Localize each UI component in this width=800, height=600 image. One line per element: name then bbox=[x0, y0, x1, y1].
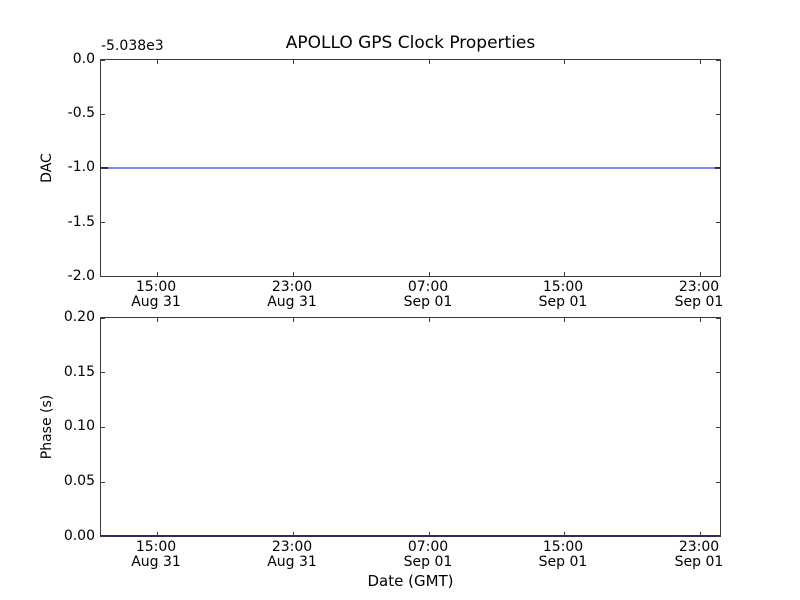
bottom-xtick-label: 23:00 Aug 31 bbox=[246, 540, 338, 570]
top-ytick-label: -1.5 bbox=[67, 214, 95, 230]
tick-mark bbox=[716, 60, 720, 61]
tick-mark bbox=[564, 318, 565, 322]
tick-mark bbox=[157, 318, 158, 322]
xtick-time: 23:00 bbox=[271, 279, 313, 295]
tick-mark bbox=[293, 60, 294, 64]
xtick-date: Sep 01 bbox=[403, 294, 453, 310]
xtick-date: Sep 01 bbox=[538, 554, 588, 570]
bottom-xtick-label: 23:00 Sep 01 bbox=[653, 540, 745, 570]
tick-mark bbox=[101, 60, 105, 61]
tick-mark bbox=[564, 532, 565, 536]
bottom-ytick-label: 0.20 bbox=[63, 309, 95, 325]
tick-mark bbox=[101, 318, 105, 319]
tick-mark bbox=[101, 536, 105, 537]
dac-data-line bbox=[101, 167, 720, 169]
top-xtick-label: 07:00 Sep 01 bbox=[382, 280, 474, 310]
tick-mark bbox=[700, 318, 701, 322]
tick-mark bbox=[716, 168, 720, 169]
tick-mark bbox=[428, 318, 430, 322]
chart-title: APOLLO GPS Clock Properties bbox=[285, 33, 536, 53]
top-xtick-label: 23:00 Aug 31 bbox=[246, 280, 338, 310]
tick-mark bbox=[716, 222, 720, 224]
top-ytick-label: -0.5 bbox=[67, 105, 95, 121]
phase-data-line bbox=[100, 535, 721, 537]
tick-mark bbox=[101, 168, 105, 169]
bottom-ytick-label: 0.00 bbox=[63, 528, 95, 544]
xtick-time: 15:00 bbox=[135, 539, 177, 555]
tick-mark bbox=[716, 536, 720, 537]
xtick-time: 07:00 bbox=[407, 279, 449, 295]
tick-mark bbox=[700, 60, 701, 64]
bottom-xtick-label: 15:00 Aug 31 bbox=[110, 540, 202, 570]
xtick-time: 15:00 bbox=[542, 539, 584, 555]
xtick-time: 15:00 bbox=[542, 279, 584, 295]
bottom-ytick-label: 0.15 bbox=[63, 364, 95, 380]
tick-mark bbox=[157, 272, 158, 276]
bottom-xtick-label: 07:00 Sep 01 bbox=[382, 540, 474, 570]
tick-mark bbox=[101, 427, 105, 428]
xtick-time: 15:00 bbox=[135, 279, 177, 295]
tick-mark bbox=[101, 113, 105, 115]
bottom-y-axis-label: Phase (s) bbox=[39, 394, 55, 460]
xtick-date: Aug 31 bbox=[131, 294, 181, 310]
tick-mark bbox=[716, 481, 720, 483]
tick-mark bbox=[428, 60, 430, 64]
xtick-date: Aug 31 bbox=[131, 554, 181, 570]
tick-mark bbox=[716, 318, 720, 319]
top-xtick-label: 15:00 Sep 01 bbox=[517, 280, 609, 310]
xtick-date: Aug 31 bbox=[267, 294, 317, 310]
bottom-ytick-label: 0.05 bbox=[63, 473, 95, 489]
top-xtick-label: 15:00 Aug 31 bbox=[110, 280, 202, 310]
xtick-date: Sep 01 bbox=[538, 294, 588, 310]
tick-mark bbox=[101, 481, 105, 483]
tick-mark bbox=[101, 276, 105, 277]
tick-mark bbox=[700, 272, 701, 276]
xtick-time: 23:00 bbox=[271, 539, 313, 555]
tick-mark bbox=[716, 113, 720, 115]
tick-mark bbox=[157, 60, 158, 64]
tick-mark bbox=[428, 272, 430, 276]
tick-mark bbox=[716, 276, 720, 277]
tick-mark bbox=[428, 532, 430, 536]
tick-mark bbox=[700, 532, 701, 536]
y-axis-offset-label: -5.038e3 bbox=[101, 38, 164, 54]
tick-mark bbox=[716, 427, 720, 428]
tick-mark bbox=[564, 60, 565, 64]
bottom-plot-area bbox=[100, 317, 721, 537]
top-y-axis-label: DAC bbox=[39, 153, 55, 183]
tick-mark bbox=[157, 532, 158, 536]
xtick-time: 23:00 bbox=[678, 539, 720, 555]
xtick-date: Sep 01 bbox=[674, 294, 724, 310]
tick-mark bbox=[101, 222, 105, 224]
x-axis-label: Date (GMT) bbox=[367, 572, 454, 590]
tick-mark bbox=[293, 532, 294, 536]
xtick-date: Sep 01 bbox=[403, 554, 453, 570]
top-ytick-label: 0.0 bbox=[72, 51, 95, 67]
top-xtick-label: 23:00 Sep 01 bbox=[653, 280, 745, 310]
top-plot-area bbox=[100, 59, 721, 277]
bottom-xtick-label: 15:00 Sep 01 bbox=[517, 540, 609, 570]
top-ytick-label: -1.0 bbox=[67, 159, 95, 175]
tick-mark bbox=[564, 272, 565, 276]
xtick-time: 23:00 bbox=[678, 279, 720, 295]
xtick-date: Sep 01 bbox=[674, 554, 724, 570]
tick-mark bbox=[101, 372, 105, 374]
tick-mark bbox=[716, 372, 720, 374]
tick-mark bbox=[293, 318, 294, 322]
xtick-date: Aug 31 bbox=[267, 554, 317, 570]
tick-mark bbox=[293, 272, 294, 276]
bottom-ytick-label: 0.10 bbox=[63, 418, 95, 434]
top-ytick-label: -2.0 bbox=[67, 268, 95, 284]
xtick-time: 07:00 bbox=[407, 539, 449, 555]
